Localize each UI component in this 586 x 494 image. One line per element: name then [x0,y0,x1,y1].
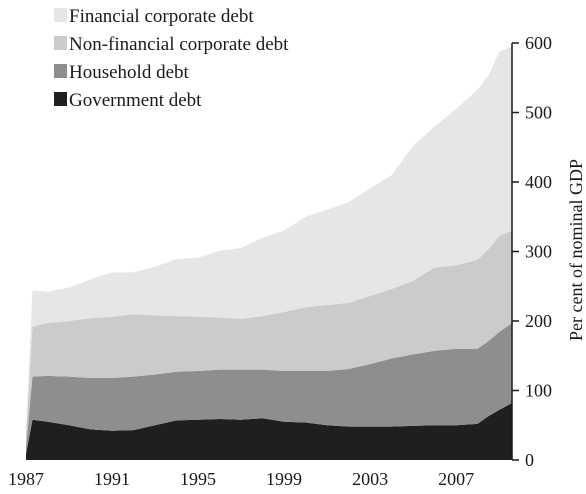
y-tick-label: 300 [525,242,552,262]
x-tick-label: 1995 [180,469,216,489]
area-non-financial-corporate-debt [26,230,512,448]
area-layers [26,46,512,460]
x-tick-label: 1991 [94,469,130,489]
legend-swatch [54,8,67,22]
area-government-debt [26,403,512,460]
legend-swatch [54,92,67,106]
legend-label: Non-financial corporate debt [69,34,289,55]
area-financial-corporate-debt [26,46,512,434]
x-tick-label: 1987 [8,469,44,489]
area-household-debt [26,323,512,455]
x-tick-label: 2003 [352,469,388,489]
y-axis: 0 100 200 300 400 500 600 [511,33,552,470]
y-tick-label: 100 [525,381,552,401]
x-tick-label: 1999 [266,469,302,489]
legend-label: Financial corporate debt [69,6,254,27]
x-axis: 1987 1991 1995 1999 2003 2007 [8,469,474,489]
legend: Financial corporate debt Non-financial co… [54,6,289,111]
y-tick-label: 200 [525,311,552,331]
y-tick-label: 600 [525,33,552,53]
legend-swatch [54,36,67,50]
legend-label: Household debt [69,62,190,83]
y-tick-label: 500 [525,103,552,123]
legend-swatch [54,64,67,78]
y-tick-label: 0 [525,450,534,470]
legend-label: Government debt [69,90,202,111]
y-tick-label: 400 [525,172,552,192]
x-tick-label: 2007 [438,469,474,489]
y-axis-label: Per cent of nominal GDP [566,159,586,341]
